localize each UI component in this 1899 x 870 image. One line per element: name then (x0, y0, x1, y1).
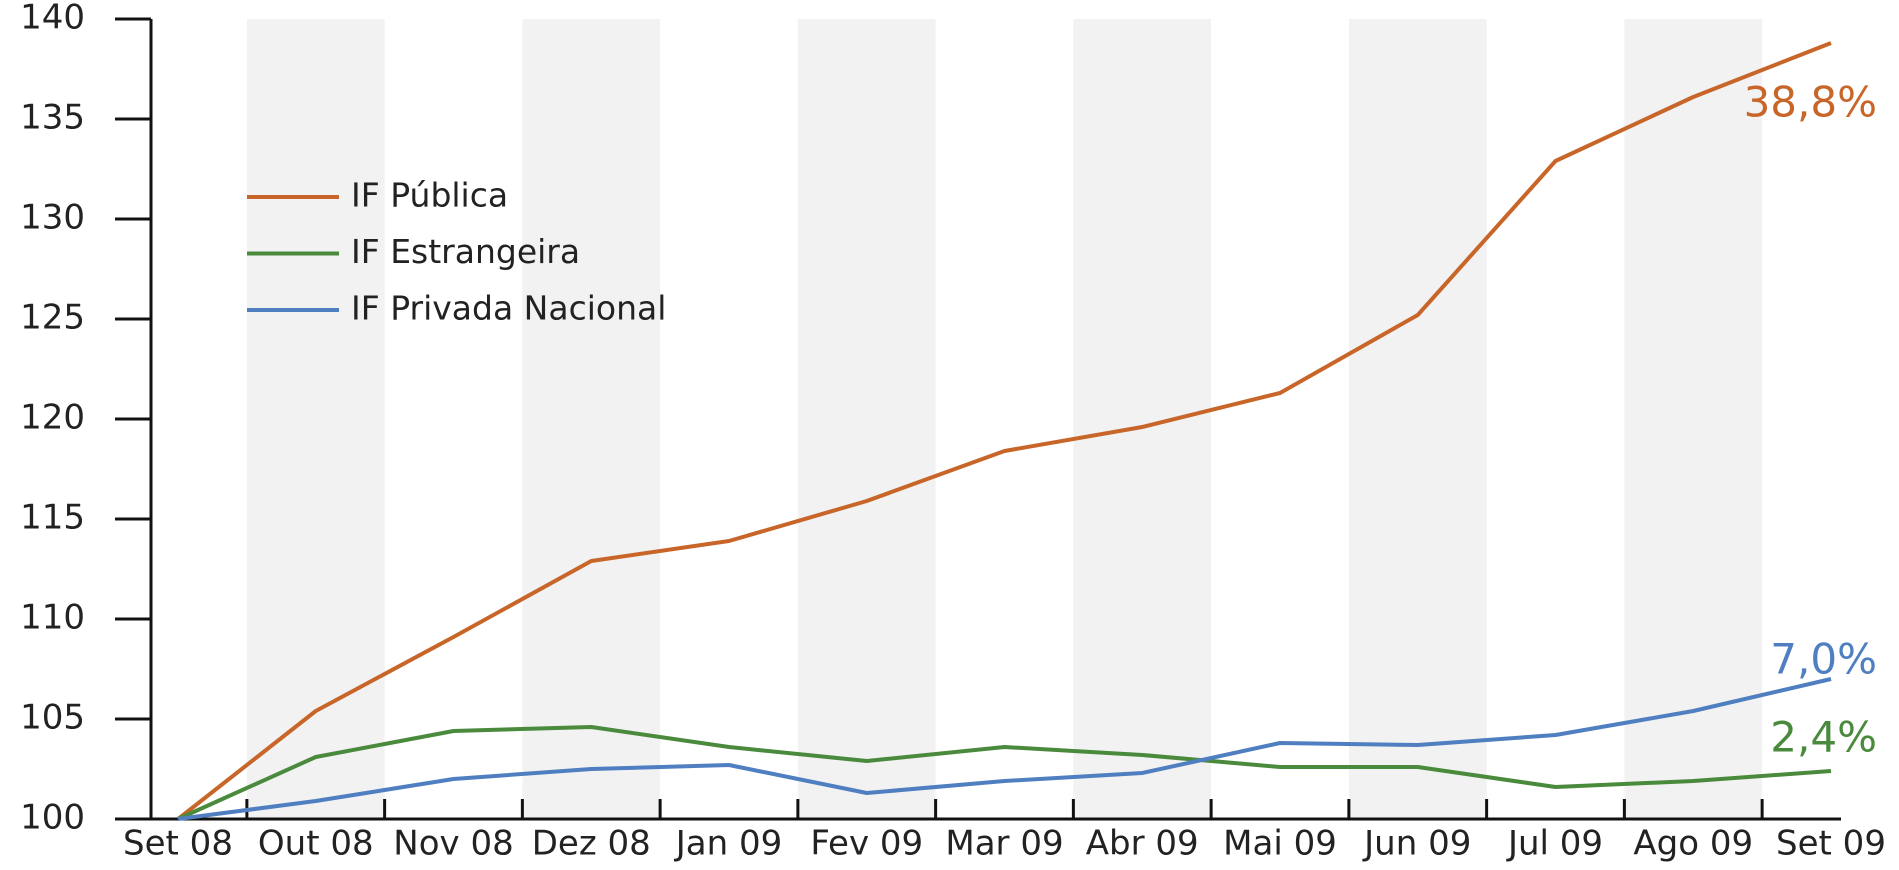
x-tick-label: Jul 09 (1506, 824, 1603, 864)
band (1624, 19, 1763, 819)
x-tick-label: Out 08 (258, 824, 374, 864)
annotation: 7,0% (1770, 635, 1877, 684)
x-tick-label: Set 08 (123, 824, 233, 864)
annotation: 38,8% (1744, 78, 1877, 127)
y-tick-label: 105 (20, 698, 85, 738)
band (797, 19, 936, 819)
band (522, 19, 661, 819)
series-line (176, 41, 1832, 821)
x-tick-label: Fev 09 (810, 824, 923, 864)
y-tick-label: 125 (20, 298, 85, 338)
legend-label: IF Estrangeira (351, 232, 580, 271)
x-tick-label: Set 09 (1776, 824, 1886, 864)
y-tick-label: 135 (20, 98, 85, 138)
x-tick-label: Nov 08 (393, 824, 513, 864)
legend-label: IF Pública (351, 176, 508, 215)
y-tick-label: 130 (20, 198, 85, 238)
x-tick-label: Abr 09 (1086, 824, 1199, 864)
x-tick-label: Jun 09 (1362, 824, 1471, 864)
y-tick-label: 100 (20, 798, 85, 838)
x-tick-label: Mar 09 (945, 824, 1063, 864)
series-line (177, 677, 1832, 821)
band (246, 19, 385, 819)
x-tick-label: Dez 08 (532, 824, 651, 864)
x-tick-label: Jan 09 (674, 824, 782, 864)
legend-label: IF Privada Nacional (351, 289, 666, 328)
band (1073, 19, 1212, 819)
y-tick-label: 115 (20, 498, 85, 538)
x-tick-label: Mai 09 (1223, 824, 1337, 864)
x-tick-label: Ago 09 (1633, 824, 1753, 864)
annotation: 2,4% (1770, 713, 1877, 762)
band (1348, 19, 1487, 819)
y-tick-label: 120 (20, 398, 85, 438)
series-line (177, 725, 1832, 821)
y-tick-label: 140 (20, 0, 85, 38)
y-tick-label: 110 (20, 598, 85, 638)
